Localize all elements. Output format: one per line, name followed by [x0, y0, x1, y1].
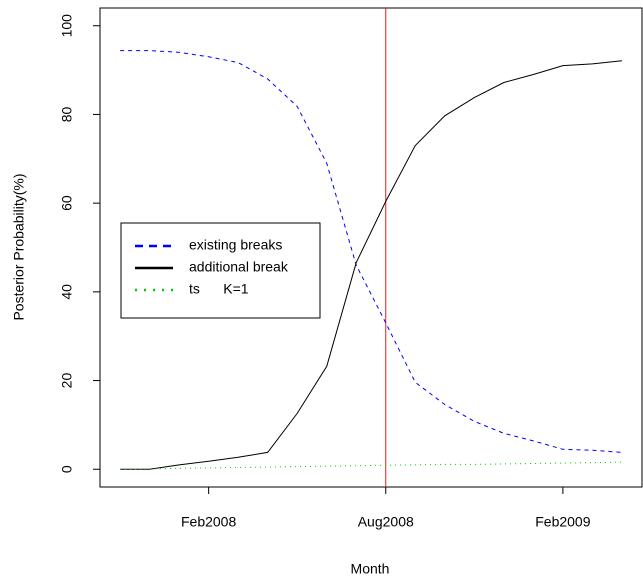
- x-axis-label: Month: [351, 561, 390, 577]
- x-tick-label: Aug2008: [358, 514, 414, 530]
- series-line: [120, 461, 622, 470]
- y-tick-label: 40: [59, 284, 75, 300]
- y-axis-label: Posterior Probability(%): [11, 173, 27, 320]
- legend-label: ts K=1: [189, 281, 249, 297]
- series-line: [120, 50, 622, 453]
- y-tick-label: 20: [59, 373, 75, 389]
- y-tick-label: 60: [59, 195, 75, 211]
- y-tick-label: 80: [59, 106, 75, 122]
- legend-label: additional break: [189, 259, 289, 275]
- legend-label: existing breaks: [189, 237, 282, 253]
- y-tick-label: 0: [59, 465, 75, 473]
- y-tick-label: 100: [59, 14, 75, 38]
- x-tick-label: Feb2008: [181, 514, 236, 530]
- x-tick-label: Feb2009: [535, 514, 590, 530]
- series-line: [120, 60, 622, 470]
- legend-box: [120, 222, 321, 319]
